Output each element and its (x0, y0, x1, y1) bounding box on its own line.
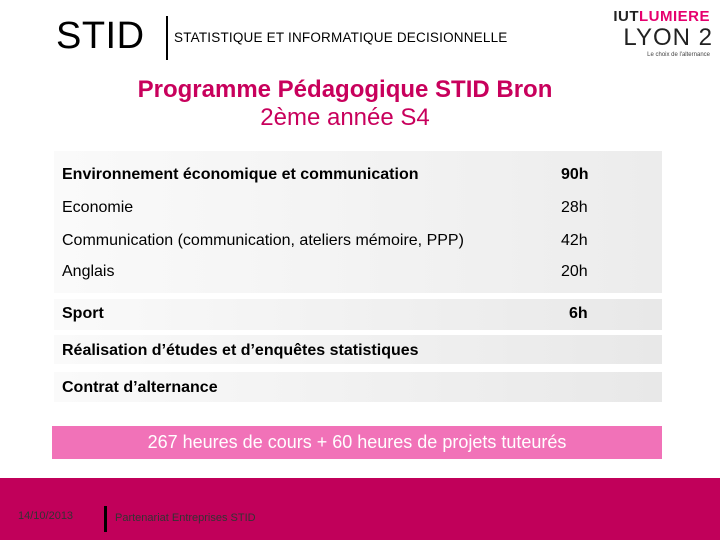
sport-label: Sport (62, 305, 104, 322)
stid-logo: STID (56, 15, 145, 57)
course-label: Environnement économique et communicatio… (62, 166, 419, 183)
summary-banner: 267 heures de cours + 60 heures de proje… (52, 426, 662, 459)
course-hours: 90h (561, 166, 589, 183)
header-divider (166, 16, 168, 60)
etudes-label: Réalisation d’études et d’enquêtes stati… (62, 342, 419, 359)
alternance-bar: Contrat d’alternance (54, 372, 662, 404)
stid-subtitle: STATISTIQUE ET INFORMATIQUE DECISIONNELL… (174, 30, 508, 45)
page-title: Programme Pédagogique STID Bron 2ème ann… (0, 76, 690, 132)
title-line2: 2ème année S4 (260, 104, 430, 131)
iut-logo-iut: IUT (613, 8, 639, 25)
course-label: Anglais (62, 263, 115, 280)
iut-logo-line1: IUTLUMIERE (610, 8, 710, 25)
course-label: Economie (62, 199, 134, 216)
footer-text: Partenariat Entreprises STID (115, 512, 256, 524)
iut-lumiere-logo: IUTLUMIERE LYON 2 Le choix de l'alternan… (610, 8, 713, 59)
iut-logo-lumiere: LUMIERE (639, 8, 710, 25)
course-hours: 20h (561, 263, 588, 280)
iut-logo-lyon2: LYON 2 (623, 24, 713, 51)
title-line1: Programme Pédagogique STID Bron (137, 76, 553, 103)
footer-date: 14/10/2013 (18, 510, 74, 522)
course-hours: 28h (561, 199, 588, 216)
etudes-bar: Réalisation d’études et d’enquêtes stati… (54, 335, 662, 366)
sport-hours: 6h (569, 305, 588, 322)
footer-bar: 14/10/2013 Partenariat Entreprises STID (0, 478, 720, 540)
alternance-label: Contrat d’alternance (62, 379, 218, 396)
footer-divider (104, 506, 107, 532)
course-label: Communication (communication, ateliers m… (62, 232, 464, 249)
iut-logo-tagline: Le choix de l'alternance (647, 52, 710, 58)
course-block: Environnement économique et communicatio… (54, 151, 662, 293)
course-hours: 42h (561, 232, 588, 249)
sport-bar: Sport 6h (54, 299, 662, 332)
